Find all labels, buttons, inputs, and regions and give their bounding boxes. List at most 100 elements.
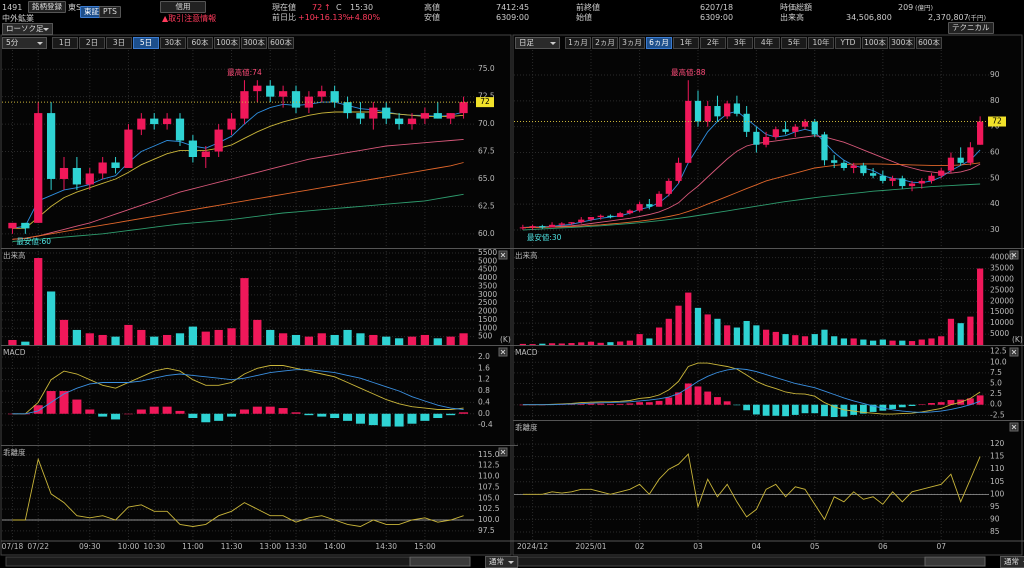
range-button[interactable]: 1年 <box>673 37 699 49</box>
candle-body <box>201 151 210 158</box>
chart-kind-select[interactable]: ローソク足 <box>2 23 53 35</box>
technical-button[interactable]: テクニカル <box>948 22 994 34</box>
range-button[interactable]: 300本 <box>889 37 915 49</box>
candle-body <box>317 91 326 97</box>
footer-select[interactable]: 通常 <box>1000 556 1024 568</box>
range-button[interactable]: 4年 <box>754 37 780 49</box>
candle-body <box>811 121 818 135</box>
warning[interactable]: ▲取引注意情報 <box>162 14 217 23</box>
macd-histogram-bar <box>714 397 721 405</box>
volume-bar <box>860 339 867 345</box>
candle-body <box>72 167 82 185</box>
candle-body <box>356 113 365 119</box>
candle-body <box>743 113 750 132</box>
y-tick-label: 1500 <box>478 315 497 324</box>
ma-line <box>522 135 981 228</box>
range-button[interactable]: 2日 <box>79 37 105 49</box>
y-tick-label: 67.5 <box>478 147 495 156</box>
label: 前終値 <box>576 3 600 12</box>
macd-histogram-bar <box>446 413 456 416</box>
range-button[interactable]: 600本 <box>916 37 942 49</box>
range-button[interactable]: 1日 <box>52 37 78 49</box>
date: 07/18 <box>710 3 734 12</box>
current-price-box <box>988 116 1006 127</box>
range-button[interactable]: 3ヵ月 <box>619 37 645 49</box>
volume-bar <box>317 333 326 345</box>
volume-bar <box>899 340 906 345</box>
register-button[interactable]: 銘柄登録 <box>28 1 66 13</box>
range-button[interactable]: 2年 <box>700 37 726 49</box>
exchange-tab[interactable]: PTS <box>99 6 121 18</box>
y-tick-label: 90 <box>990 70 1000 79</box>
scroll-thumb <box>924 556 986 567</box>
candle-body <box>792 126 799 132</box>
range-button[interactable]: 100本 <box>214 37 240 49</box>
volume-bar <box>548 343 556 345</box>
macd-histogram-bar <box>355 413 365 424</box>
high-annotation: 最高値:74 <box>227 67 262 77</box>
volume-bar <box>519 343 526 345</box>
value: 63 <box>496 13 507 22</box>
exchange-tab[interactable]: 東証 <box>80 6 103 18</box>
candle-body <box>636 204 643 211</box>
candle-body <box>85 173 94 185</box>
candle-body <box>694 100 702 122</box>
volume-bar <box>821 329 828 345</box>
range-button[interactable]: 1ヵ月 <box>565 37 591 49</box>
range-button[interactable]: YTD <box>835 37 861 49</box>
candle-body <box>782 129 789 132</box>
candle-body <box>137 118 146 130</box>
macd-histogram-bar <box>433 413 443 419</box>
y-tick-label: 115.0 <box>478 450 500 459</box>
macd-histogram-bar <box>239 409 249 414</box>
interval-select[interactable]: 日足 <box>515 37 560 49</box>
candle-body <box>98 162 107 174</box>
macd-histogram-bar <box>947 400 955 405</box>
macd-histogram-bar <box>394 413 404 427</box>
y-tick-label: 120 <box>990 439 1005 448</box>
macd-histogram-bar <box>898 404 906 408</box>
macd-line <box>12 365 464 415</box>
y-tick-label: 100.0 <box>478 515 500 524</box>
ma-line <box>12 193 464 242</box>
range-button[interactable]: 300本 <box>241 37 267 49</box>
candle-body <box>772 129 779 138</box>
value: 63 <box>700 13 711 22</box>
value: 209 <box>898 3 914 12</box>
pane-title: 出来高 <box>3 250 26 260</box>
range-button[interactable]: 5日 <box>133 37 159 49</box>
range-button[interactable]: 2ヵ月 <box>592 37 618 49</box>
y-tick-label: 5.0 <box>990 379 1002 388</box>
range-button[interactable]: 3日 <box>106 37 132 49</box>
macd-histogram-bar <box>869 404 877 412</box>
footer-select[interactable]: 通常 <box>485 556 518 568</box>
macd-histogram-bar <box>704 391 712 405</box>
macd-histogram-bar <box>791 404 799 415</box>
candle-body <box>879 175 886 181</box>
macd-histogram-bar <box>381 413 391 427</box>
margin-button[interactable]: 信用 <box>160 1 206 13</box>
range-button[interactable]: 10年 <box>808 37 834 49</box>
volume-bar <box>240 278 249 345</box>
range-button[interactable]: 30本 <box>160 37 186 49</box>
volume-bar <box>617 341 624 345</box>
volume-bar <box>34 258 43 345</box>
candle-body <box>330 91 339 103</box>
interval-select[interactable]: 5分 <box>2 37 47 49</box>
macd-histogram-bar <box>850 404 858 415</box>
label: 出来高 <box>780 13 804 22</box>
range-button[interactable]: 3年 <box>727 37 753 49</box>
range-button[interactable]: 5年 <box>781 37 807 49</box>
candle-body <box>801 121 809 127</box>
range-button[interactable]: 100本 <box>862 37 888 49</box>
range-button[interactable]: 6ヵ月 <box>646 37 672 49</box>
volume-bar <box>675 305 682 345</box>
y-tick-label: 0.0 <box>478 409 490 418</box>
candle-body <box>840 162 848 168</box>
range-button[interactable]: 600本 <box>268 37 294 49</box>
range-button[interactable]: 60本 <box>187 37 213 49</box>
candle-body <box>111 162 120 168</box>
macd-histogram-bar <box>111 413 121 420</box>
candle-body <box>253 85 262 92</box>
